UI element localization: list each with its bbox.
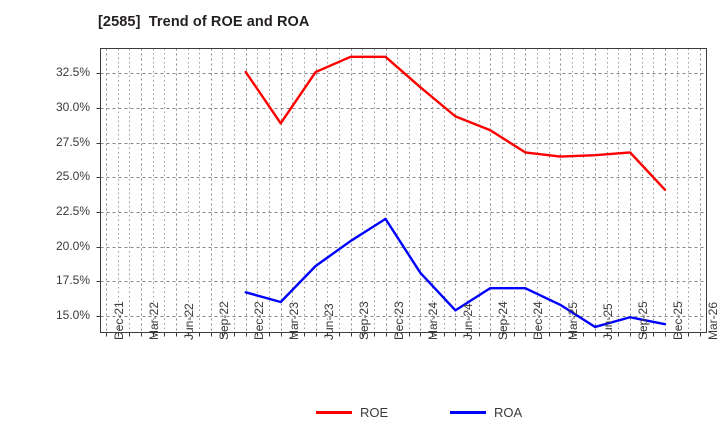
y-axis-tick-label: 27.5% <box>55 134 90 149</box>
x-axis-tick-label: Jun-25 <box>601 303 616 340</box>
y-axis-tick-label: 25.0% <box>55 169 90 184</box>
x-axis-tick-label: Dec-21 <box>112 301 126 340</box>
x-axis-tick-label: Dec-25 <box>671 301 685 340</box>
legend-swatch-roa <box>450 410 486 414</box>
x-axis-tick-label: Sep-25 <box>636 301 651 340</box>
x-axis-tick-label: Jun-23 <box>321 303 336 340</box>
chart-title: [2585] Trend of ROE and ROA <box>98 14 310 30</box>
legend-label-roa: ROA <box>494 404 523 420</box>
x-axis-tick-label: Mar-24 <box>426 301 441 340</box>
x-axis-tick-label: Mar-26 <box>705 301 720 340</box>
x-axis-tick-label: Sep-22 <box>216 301 231 340</box>
y-axis-tick-label: 30.0% <box>55 100 90 115</box>
y-axis-tick-label: 22.5% <box>55 203 90 218</box>
chart-legend: ROE ROA <box>0 402 720 426</box>
x-axis-tick-label: Dec-24 <box>531 301 546 340</box>
legend-swatch-roe <box>316 410 352 414</box>
x-axis-tick-label: Mar-25 <box>566 301 581 340</box>
series-line-roe <box>244 55 667 192</box>
axis-ticks <box>96 73 701 337</box>
y-axis-tick-label: 20.0% <box>55 238 90 253</box>
x-axis-tick-label: Jun-22 <box>181 303 196 340</box>
y-axis-tick-label: 32.5% <box>55 65 90 80</box>
x-axis-tick-label: Sep-24 <box>496 301 511 340</box>
x-axis-tick-label: Dec-22 <box>251 301 266 340</box>
legend-label-roe: ROE <box>360 404 389 420</box>
x-axis-tick-label: Mar-23 <box>286 301 301 340</box>
y-axis-tick-label: 15.0% <box>55 307 90 322</box>
data-series <box>244 55 667 329</box>
series-line-roa <box>244 217 667 329</box>
x-axis-tick-label: Sep-23 <box>356 301 371 340</box>
legend-item-roe[interactable]: ROE <box>316 402 388 422</box>
x-axis-tick-label: Jun-24 <box>461 303 476 340</box>
gridlines <box>100 48 707 333</box>
x-axis-tick-label: Mar-22 <box>146 301 161 340</box>
x-axis-tick-label: Dec-23 <box>391 301 406 340</box>
legend-item-roa[interactable]: ROA <box>450 402 522 422</box>
y-axis-tick-label: 17.5% <box>55 273 90 288</box>
plot-frame <box>100 48 707 333</box>
